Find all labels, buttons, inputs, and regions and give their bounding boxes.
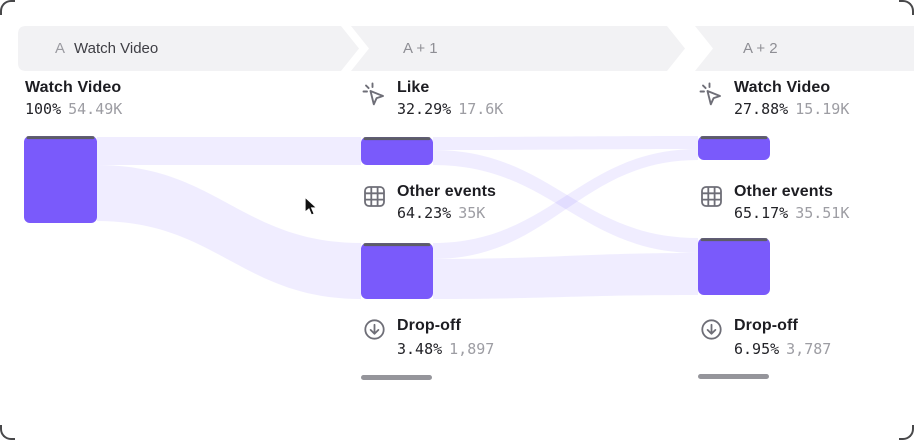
- node-count: 1,897: [449, 340, 495, 358]
- node-title: Watch Video: [25, 79, 122, 96]
- grid-icon: [700, 185, 723, 213]
- window-corner: [0, 425, 15, 440]
- node-group: [24, 136, 770, 380]
- node-title: Like: [397, 79, 430, 96]
- node-watchvideo-step2[interactable]: [698, 136, 770, 160]
- node-stats: 100% 54.49K: [25, 100, 122, 118]
- node-percent: 3.48%: [397, 340, 443, 358]
- node-percent: 64.23%: [397, 204, 452, 222]
- flow-group: [97, 136, 698, 299]
- step-name: Watch Video: [74, 40, 159, 57]
- node-title: Drop-off: [397, 317, 461, 334]
- node-otherevents-step2[interactable]: [698, 238, 770, 295]
- node-title: Other events: [734, 183, 834, 200]
- step-arrow-2[interactable]: [351, 26, 685, 71]
- node-count: 3,787: [786, 340, 832, 358]
- node-count: 54.49K: [68, 100, 123, 118]
- step-label-2: A + 1: [403, 40, 438, 57]
- window-corner: [899, 0, 914, 15]
- node-percent: 6.95%: [734, 340, 780, 358]
- cursor-click-icon: [360, 81, 386, 112]
- node-percent: 27.88%: [734, 100, 789, 118]
- node-stats: 65.17% 35.51K: [734, 204, 849, 222]
- node-like-step1[interactable]: [361, 137, 433, 165]
- node-title: Watch Video: [734, 79, 831, 96]
- flow-otherevents-to-watchvideo2[interactable]: [433, 149, 698, 259]
- step-arrow-3[interactable]: [695, 26, 914, 71]
- step-label-1: A Watch Video: [55, 40, 158, 57]
- flow-like-to-otherevents2[interactable]: [433, 150, 698, 253]
- node-stats: 32.29% 17.6K: [397, 100, 503, 118]
- node-percent: 100%: [25, 100, 62, 118]
- node-dropoff-step2[interactable]: [698, 374, 769, 379]
- mouse-cursor-icon: [304, 195, 320, 223]
- step-badge: A: [55, 40, 66, 57]
- step-name: A + 1: [403, 40, 438, 57]
- node-dropoff-step1[interactable]: [361, 375, 432, 380]
- flow-like-to-watchvideo2[interactable]: [433, 136, 698, 150]
- window-corner: [0, 0, 15, 15]
- node-percent: 32.29%: [397, 100, 452, 118]
- flow-otherevents-to-otherevents2[interactable]: [433, 253, 698, 299]
- node-stats: 3.48% 1,897: [397, 340, 494, 358]
- node-stats: 27.88% 15.19K: [734, 100, 849, 118]
- node-title: Drop-off: [734, 317, 798, 334]
- flow-watchvideo-to-like[interactable]: [97, 137, 361, 165]
- step-label-3: A + 2: [743, 40, 778, 57]
- node-title: Other events: [397, 183, 497, 200]
- grid-icon: [363, 185, 386, 213]
- node-watchvideo-step0[interactable]: [24, 136, 97, 223]
- arrow-down-circle-icon: [700, 318, 723, 346]
- flow-watchvideo-to-otherevents[interactable]: [97, 165, 361, 299]
- node-count: 35.51K: [795, 204, 850, 222]
- window-corner: [899, 425, 914, 440]
- cursor-click-icon: [697, 81, 723, 112]
- step-arrow-1[interactable]: [18, 26, 359, 71]
- node-count: 35K: [458, 204, 486, 222]
- node-stats: 6.95% 3,787: [734, 340, 831, 358]
- node-percent: 65.17%: [734, 204, 789, 222]
- node-count: 17.6K: [458, 100, 504, 118]
- arrow-down-circle-icon: [363, 318, 386, 346]
- step-name: A + 2: [743, 40, 778, 57]
- node-stats: 64.23% 35K: [397, 204, 485, 222]
- node-otherevents-step1[interactable]: [361, 243, 433, 299]
- node-count: 15.19K: [795, 100, 850, 118]
